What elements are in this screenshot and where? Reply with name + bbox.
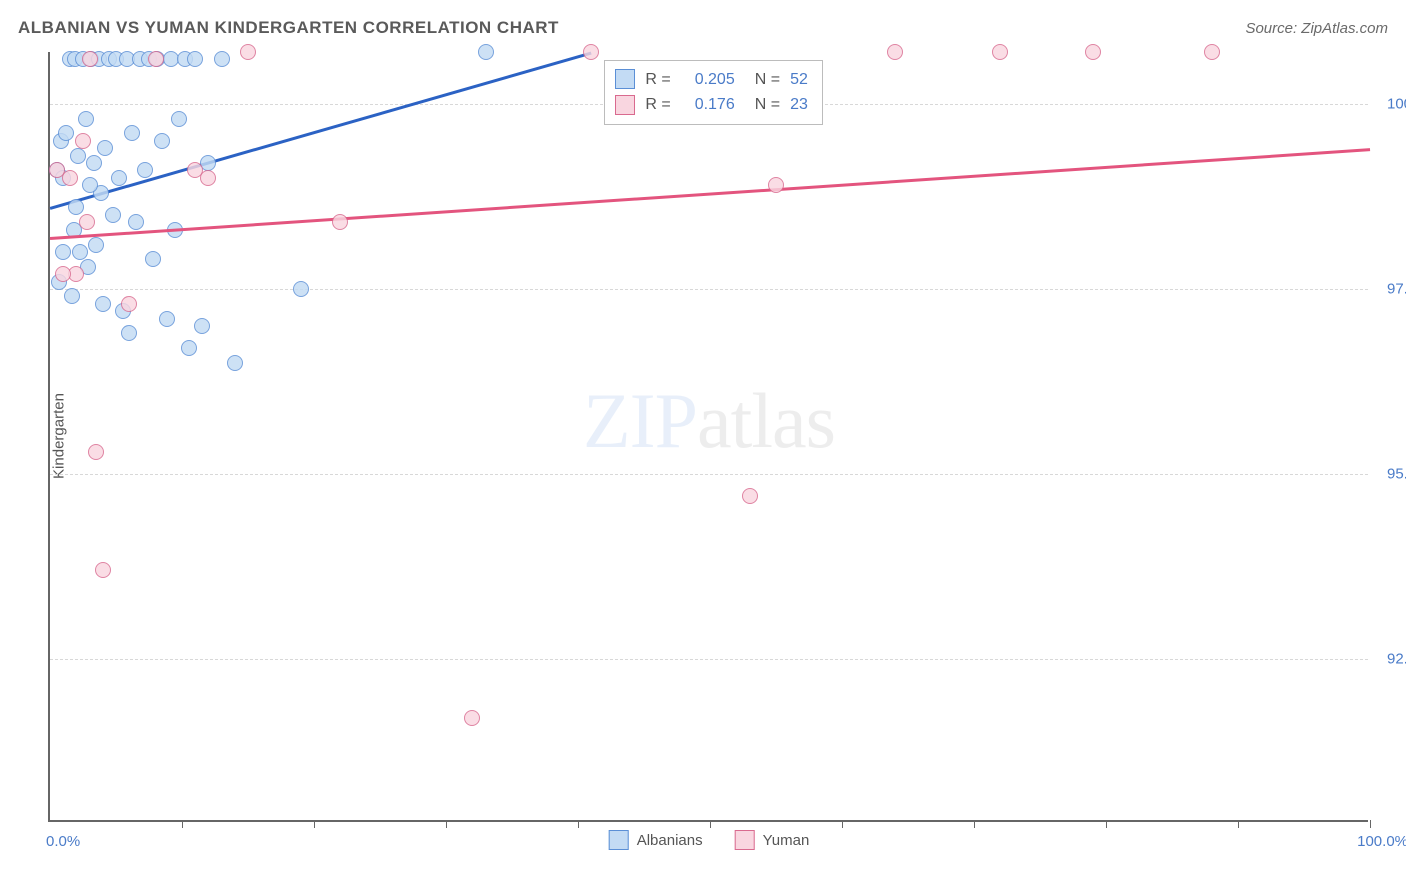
chart-title: ALBANIAN VS YUMAN KINDERGARTEN CORRELATI… bbox=[18, 18, 559, 38]
y-tick-label: 95.0% bbox=[1373, 466, 1406, 483]
data-point bbox=[1204, 44, 1220, 60]
data-point bbox=[128, 214, 144, 230]
data-point bbox=[58, 125, 74, 141]
data-point bbox=[121, 296, 137, 312]
data-point bbox=[194, 318, 210, 334]
data-point bbox=[68, 199, 84, 215]
legend-n-value: 52 bbox=[790, 67, 808, 93]
data-point bbox=[121, 325, 137, 341]
data-point bbox=[187, 51, 203, 67]
x-legend-item: Yuman bbox=[735, 830, 810, 850]
gridline bbox=[50, 659, 1368, 660]
y-tick-label: 92.5% bbox=[1373, 651, 1406, 668]
data-point bbox=[478, 44, 494, 60]
gridline bbox=[50, 289, 1368, 290]
legend-r-label: R = bbox=[645, 67, 670, 93]
data-point bbox=[105, 207, 121, 223]
legend-swatch bbox=[615, 69, 635, 89]
data-point bbox=[240, 44, 256, 60]
data-point bbox=[154, 133, 170, 149]
x-tick bbox=[446, 820, 447, 828]
x-axis-legend: Albanians Yuman bbox=[609, 830, 810, 850]
x-legend-label: Albanians bbox=[637, 832, 703, 849]
data-point bbox=[49, 162, 65, 178]
plot-area: Kindergarten ZIPatlas 0.0% 100.0% Albani… bbox=[48, 52, 1368, 822]
data-point bbox=[137, 162, 153, 178]
chart-header: ALBANIAN VS YUMAN KINDERGARTEN CORRELATI… bbox=[18, 18, 1388, 38]
data-point bbox=[332, 214, 348, 230]
x-tick bbox=[182, 820, 183, 828]
data-point bbox=[293, 281, 309, 297]
x-tick bbox=[974, 820, 975, 828]
data-point bbox=[200, 170, 216, 186]
legend-r-value: 0.176 bbox=[681, 92, 735, 118]
data-point bbox=[88, 444, 104, 460]
data-point bbox=[72, 244, 88, 260]
data-point bbox=[111, 170, 127, 186]
data-point bbox=[88, 237, 104, 253]
x-tick bbox=[578, 820, 579, 828]
x-legend-item: Albanians bbox=[609, 830, 703, 850]
x-tick bbox=[1370, 820, 1371, 828]
x-tick bbox=[842, 820, 843, 828]
watermark-atlas: atlas bbox=[697, 377, 835, 464]
x-tick bbox=[1106, 820, 1107, 828]
data-point bbox=[64, 288, 80, 304]
data-point bbox=[159, 311, 175, 327]
stats-legend: R = 0.205 N = 52 R = 0.176 N = 23 bbox=[604, 60, 822, 125]
data-point bbox=[768, 177, 784, 193]
data-point bbox=[79, 214, 95, 230]
data-point bbox=[742, 488, 758, 504]
y-axis-title: Kindergarten bbox=[50, 393, 67, 479]
x-tick bbox=[710, 820, 711, 828]
x-tick bbox=[314, 820, 315, 828]
legend-swatch bbox=[609, 830, 629, 850]
stats-legend-row: R = 0.205 N = 52 bbox=[615, 67, 807, 93]
y-tick-label: 97.5% bbox=[1373, 280, 1406, 297]
data-point bbox=[95, 562, 111, 578]
data-point bbox=[887, 44, 903, 60]
legend-swatch bbox=[735, 830, 755, 850]
legend-r-label: R = bbox=[645, 92, 670, 118]
data-point bbox=[181, 340, 197, 356]
data-point bbox=[86, 155, 102, 171]
x-axis-min-label: 0.0% bbox=[46, 833, 80, 850]
x-tick bbox=[1238, 820, 1239, 828]
stats-legend-row: R = 0.176 N = 23 bbox=[615, 92, 807, 118]
data-point bbox=[97, 140, 113, 156]
gridline bbox=[50, 474, 1368, 475]
legend-n-label: N = bbox=[755, 67, 780, 93]
data-point bbox=[55, 266, 71, 282]
data-point bbox=[55, 244, 71, 260]
data-point bbox=[75, 133, 91, 149]
data-point bbox=[82, 177, 98, 193]
data-point bbox=[124, 125, 140, 141]
legend-swatch bbox=[615, 95, 635, 115]
data-point bbox=[78, 111, 94, 127]
data-point bbox=[992, 44, 1008, 60]
x-axis-max-label: 100.0% bbox=[1357, 833, 1406, 850]
legend-n-label: N = bbox=[755, 92, 780, 118]
data-point bbox=[82, 51, 98, 67]
data-point bbox=[148, 51, 164, 67]
data-point bbox=[95, 296, 111, 312]
x-legend-label: Yuman bbox=[763, 832, 810, 849]
data-point bbox=[214, 51, 230, 67]
data-point bbox=[464, 710, 480, 726]
trend-line bbox=[50, 148, 1370, 239]
chart-source: Source: ZipAtlas.com bbox=[1245, 20, 1388, 37]
data-point bbox=[583, 44, 599, 60]
watermark-zip: ZIP bbox=[583, 377, 697, 464]
legend-n-value: 23 bbox=[790, 92, 808, 118]
watermark: ZIPatlas bbox=[583, 376, 835, 466]
data-point bbox=[227, 355, 243, 371]
data-point bbox=[171, 111, 187, 127]
legend-r-value: 0.205 bbox=[681, 67, 735, 93]
y-tick-label: 100.0% bbox=[1373, 95, 1406, 112]
data-point bbox=[1085, 44, 1101, 60]
data-point bbox=[145, 251, 161, 267]
data-point bbox=[70, 148, 86, 164]
